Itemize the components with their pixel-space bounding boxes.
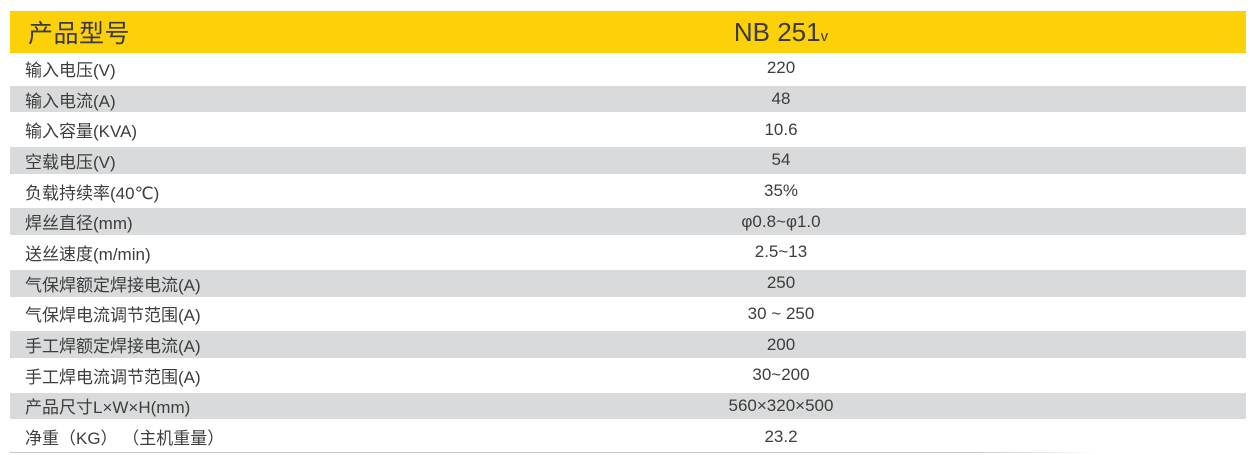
spec-label: 手工焊额定焊接电流(A) [25,337,201,357]
spec-label: 净重（KG） （主机重量） [25,429,225,449]
spec-row: 气保焊电流调节范围(A) 30 ~ 250 [10,298,1246,330]
spec-value: 54 [771,150,791,170]
spec-label: 手工焊电流调节范围(A) [25,367,201,387]
spec-row: 气保焊额定焊接电流(A) 250 [10,267,1246,299]
spec-label: 输入容量(KVA) [25,122,138,142]
spec-value: 30~200 [752,365,810,385]
spec-label: 送丝速度(m/min) [25,244,151,264]
spec-value: 250 [766,273,796,293]
spec-value: 30 ~ 250 [747,303,815,323]
spec-value: 48 [771,89,791,109]
spec-value: 560×320×500 [728,395,834,415]
spec-row: 手工焊额定焊接电流(A) 200 [10,329,1246,360]
spec-label: 气保焊电流调节范围(A) [25,306,201,326]
spec-row: 输入容量(KVA) 10.6 [10,114,1246,146]
spec-value: 10.6 [764,119,798,139]
spec-row: 空载电压(V) 54 [10,145,1246,176]
spec-value: 23.2 [764,426,798,446]
spec-row: 焊丝直径(mm) φ0.8~φ1.0 [10,206,1246,238]
spec-value: 2.5~13 [754,242,808,262]
product-model-label: 产品型号 [28,20,131,48]
spec-row: 产品尺寸L×W×H(mm) 560×320×500 [10,390,1246,422]
spec-label: 输入电压(V) [25,60,116,80]
product-model-value: NB 251v [566,17,996,48]
table-header-row: 产品型号 NB 251v [10,11,1246,53]
spec-label: 空载电压(V) [25,152,116,172]
spec-row: 手工焊电流调节范围(A) 30~200 [10,359,1246,391]
spec-value: 200 [766,334,796,354]
table-bottom-border [10,451,1246,454]
spec-value: 220 [766,58,796,78]
spec-label: 负载持续率(40℃) [25,183,160,203]
spec-row: 净重（KG） （主机重量） 23.2 [10,421,1246,452]
spec-row: 输入电流(A) 48 [10,83,1246,115]
spec-table: 产品型号 NB 251v 输入电压(V) 220 输入电流(A) 48 输入容量… [10,11,1246,454]
spec-label: 产品尺寸L×W×H(mm) [25,398,191,418]
spec-rows: 输入电压(V) 220 输入电流(A) 48 输入容量(KVA) 10.6 空载… [10,53,1246,452]
spec-row: 负载持续率(40℃) 35% [10,175,1246,207]
spec-value: φ0.8~φ1.0 [741,211,821,231]
spec-value: 35% [763,181,799,201]
spec-label: 焊丝直径(mm) [25,214,133,234]
model-name: NB 251 [733,16,821,47]
spec-row: 输入电压(V) 220 [10,53,1246,84]
model-suffix: v [820,27,829,45]
spec-label: 输入电流(A) [25,91,116,111]
spec-label: 气保焊额定焊接电流(A) [25,275,201,295]
spec-row: 送丝速度(m/min) 2.5~13 [10,237,1246,268]
